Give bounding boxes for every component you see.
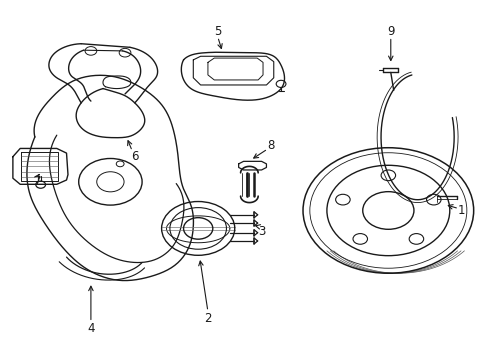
Text: 1: 1 [457, 204, 464, 217]
Text: 5: 5 [214, 25, 221, 38]
Text: 3: 3 [257, 225, 264, 238]
Text: 8: 8 [267, 139, 274, 152]
Text: 7: 7 [34, 175, 41, 188]
Text: 9: 9 [386, 25, 394, 38]
Text: 4: 4 [87, 322, 95, 335]
Text: 6: 6 [131, 150, 138, 163]
Text: 2: 2 [204, 311, 211, 325]
